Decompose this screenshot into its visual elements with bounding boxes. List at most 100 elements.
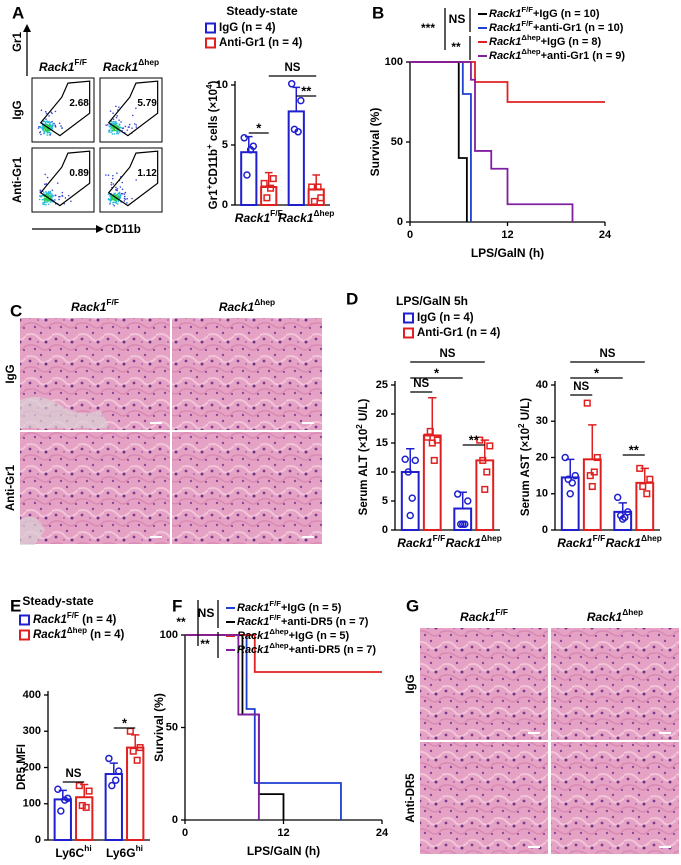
text-part: 2: [517, 423, 526, 428]
cell-dot: [116, 122, 118, 125]
data-point: [240, 134, 248, 142]
data-point: [126, 727, 134, 735]
text-part: CD11b: [208, 149, 220, 185]
x-tick-label: 24: [599, 229, 612, 241]
cell-dot: [110, 126, 112, 128]
significance-label: *: [256, 120, 262, 135]
cell-dot: [48, 124, 51, 126]
error-bar: [131, 734, 140, 748]
significance-label: **: [629, 442, 640, 457]
cell-dot: [51, 189, 54, 192]
cell-dot: [122, 127, 124, 130]
text-part: Δhep: [622, 607, 643, 617]
cell-dot: [128, 123, 131, 126]
cell-dot: [118, 191, 121, 194]
y-tick-label: 40: [536, 379, 548, 391]
data-point: [588, 482, 596, 491]
cell-dot: [107, 174, 110, 176]
x-tick-label: Ly6Ghi: [106, 843, 143, 860]
cell-dot: [112, 129, 114, 131]
cell-dot: [113, 133, 116, 135]
data-point: [624, 508, 632, 516]
data-point: [75, 782, 83, 790]
data-point: [287, 80, 296, 88]
cell-dot: [112, 203, 114, 206]
y-axis-label: Serum ALT (×102 U/L): [355, 399, 370, 516]
legend-label: Rack1F/F+IgG (n = 5): [237, 599, 342, 614]
cell-dot: [115, 121, 117, 123]
cell-dot: [124, 191, 127, 194]
cell-dot: [47, 121, 50, 123]
significance-label: ***: [421, 21, 435, 35]
text-part: (n = 4): [87, 629, 125, 641]
legend-label: Anti-Gr1 (n = 4): [417, 327, 501, 339]
histology-row-label: IgG: [5, 364, 17, 383]
text-part: 2: [355, 424, 364, 429]
cell-dot: [113, 204, 116, 207]
text-part: Serum ALT (×10: [358, 429, 370, 516]
cell-dot: [45, 112, 48, 115]
text-part: Rack1: [237, 630, 269, 642]
cell-dot: [110, 198, 113, 200]
x-tick-label: Rack1Δhep: [446, 533, 502, 550]
cell-dot: [126, 197, 129, 200]
cell-dot: [43, 132, 45, 134]
cell-dot: [112, 118, 115, 121]
histology-image: [172, 318, 322, 430]
cell-dot: [51, 125, 53, 128]
data-point: [464, 497, 472, 505]
significance-label: *: [594, 365, 600, 380]
cell-dot: [112, 112, 114, 114]
text-part: hi: [84, 843, 91, 853]
data-point: [486, 442, 494, 450]
tissue-gap: [20, 396, 110, 428]
data-point: [246, 146, 255, 154]
text-part: Rack1: [237, 644, 269, 656]
text-part: Ly6C: [55, 846, 84, 860]
bar: [53, 798, 72, 842]
cell-dot: [43, 201, 46, 204]
data-point: [593, 453, 601, 462]
cell-dot: [135, 179, 137, 181]
data-point: [401, 455, 409, 463]
significance-label: **: [451, 40, 461, 54]
cell-dot: [115, 105, 117, 108]
text-part: Rack1: [237, 602, 269, 614]
legend-label: Rack1Δhep+anti-Gr1 (n = 9): [489, 47, 625, 62]
significance-label: **: [200, 637, 210, 651]
cell-dot: [109, 199, 112, 202]
legend-swatch: [19, 614, 30, 626]
data-point: [586, 472, 594, 480]
cell-dot: [115, 124, 117, 127]
histology-image: [20, 432, 170, 544]
cell-dot: [39, 125, 42, 128]
text-part: Ly6G: [106, 846, 136, 860]
flow-plot-frame: [99, 147, 163, 213]
x-tick-label: Rack1Δhep: [606, 533, 662, 550]
arrow-head: [23, 24, 31, 32]
gate-percentage: 5.79: [137, 98, 157, 109]
significance-label: NS: [66, 768, 82, 780]
significance-label: NS: [284, 62, 300, 74]
cell-dot: [50, 111, 53, 114]
cell-dot: [58, 122, 61, 125]
error-bar: [618, 502, 627, 512]
y-tick-label: 100: [23, 798, 41, 810]
data-point: [404, 468, 412, 476]
y-tick-label: 10: [216, 79, 228, 91]
cell-dot: [38, 198, 41, 201]
cell-dot: [58, 198, 60, 201]
significance-label: **: [176, 615, 186, 629]
legend-label: Rack1F/F+IgG (n = 10): [489, 5, 600, 20]
legend-swatch: [403, 312, 414, 324]
cell-dot: [114, 194, 117, 197]
cell-dot: [46, 193, 49, 195]
text-part: U/L): [520, 398, 532, 424]
cell-dot: [111, 120, 113, 123]
cell-dot: [42, 203, 44, 205]
cell-dot: [49, 201, 52, 203]
cell-dot: [108, 130, 111, 133]
flow-row-label: Anti-Gr1: [12, 156, 24, 203]
data-point: [243, 171, 251, 179]
